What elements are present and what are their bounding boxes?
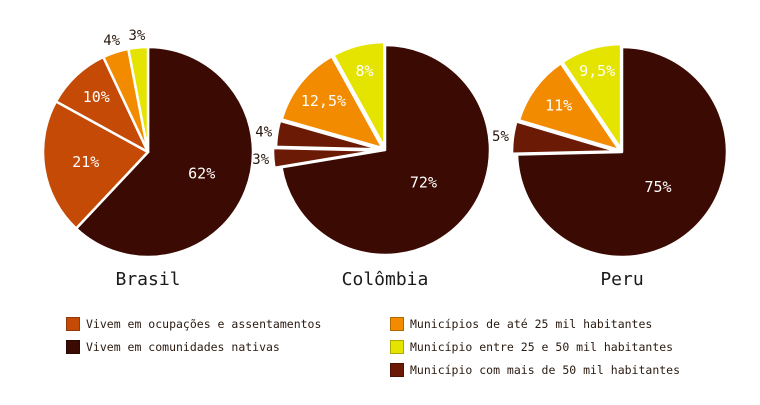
pie-3-slice-3: [517, 61, 621, 152]
legend-label-mais50: Município com mais de 50 mil habitantes: [410, 362, 681, 377]
legend-label-entre25e50: Município entre 25 e 50 mil habitantes: [410, 339, 674, 354]
legend-label-comunidades: Vivem em comunidades nativas: [86, 339, 280, 354]
pie-3-title: Peru: [600, 269, 643, 290]
pie-3: 75% 5% 11% 9,5% Peru: [492, 42, 729, 290]
pie-1-slice-2: [41, 100, 150, 230]
pie-1-title: Brasil: [115, 269, 180, 290]
pie-3-slice-4: [561, 42, 623, 151]
legend-swatch-ate25: [390, 316, 404, 331]
legend-left: Vivem em ocupações e assentamentos Vivem…: [66, 312, 321, 358]
pie-1-label-1: 62%: [188, 164, 215, 182]
pie-1-label-5: 3%: [129, 28, 146, 44]
pie-3-slice-2: [510, 120, 619, 156]
pie-2-slice-5: [332, 40, 386, 149]
legend-item-mais50: Município com mais de 50 mil habitantes: [390, 358, 680, 381]
pie-1-slice-5: [127, 45, 150, 154]
legend-item-entre25e50: Município entre 25 e 50 mil habitantes: [390, 335, 680, 358]
legend-label-ate25: Municípios de até 25 mil habitantes: [410, 316, 653, 331]
pie-1-label-4: 4%: [103, 33, 120, 49]
legend-item-ocupacoes: Vivem em ocupações e assentamentos: [66, 312, 321, 335]
pie-3-label-4: 9,5%: [579, 62, 615, 80]
pie-1-label-3: 10%: [83, 88, 110, 106]
legend-item-comunidades: Vivem em comunidades nativas: [66, 335, 321, 358]
legend-swatch-ocupacoes: [66, 316, 80, 331]
pie-2-title: Colômbia: [342, 269, 429, 290]
legend-swatch-entre25e50: [390, 339, 404, 354]
pie-2-slice-2: [271, 146, 380, 170]
pie-3-label-1: 75%: [645, 178, 672, 196]
legend-swatch-comunidades: [66, 339, 80, 354]
pie-2-label-3: 4%: [255, 125, 272, 141]
pie-2-label-1: 72%: [410, 174, 437, 192]
pie-1-label-2: 21%: [72, 153, 99, 171]
pie-2-label-5: 8%: [356, 62, 374, 80]
pie-1: 62% 21% 10% 4% 3% Brasil: [41, 28, 255, 290]
pie-3-label-3: 11%: [545, 97, 572, 115]
pie-2-slice-1: [280, 43, 492, 257]
pie-2: 72% 3% 4% 12,5% 8% Colômbia: [252, 40, 492, 290]
legend-item-ate25: Municípios de até 25 mil habitantes: [390, 312, 680, 335]
pie-3-label-2: 5%: [492, 129, 509, 145]
pie-2-slice-3: [274, 119, 383, 151]
pie-2-label-4: 12,5%: [301, 92, 346, 110]
pie-2-slice-4: [280, 55, 384, 150]
legend-label-ocupacoes: Vivem em ocupações e assentamentos: [86, 316, 322, 331]
pie-3-slice-1: [515, 45, 729, 259]
pie-2-label-2: 3%: [252, 152, 269, 168]
legend-right: Municípios de até 25 mil habitantes Muni…: [390, 312, 680, 381]
legend-swatch-mais50: [390, 362, 404, 377]
pie-1-slice-1: [74, 45, 255, 259]
